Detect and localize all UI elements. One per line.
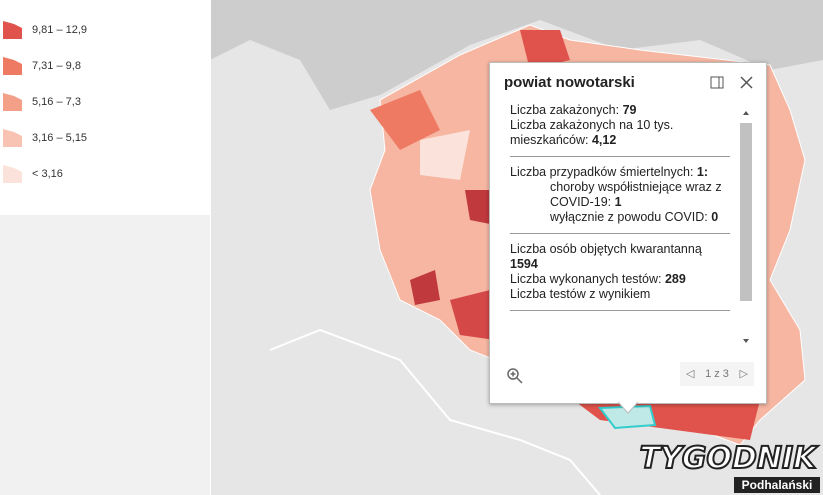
close-button[interactable]	[740, 76, 753, 89]
popup-section: Liczba zakażonych: 79 Liczba zakażonych n…	[510, 103, 730, 157]
info-value: 289	[664, 272, 686, 286]
region	[450, 290, 495, 340]
zoom-button[interactable]	[506, 367, 524, 385]
info-label: Liczba zakażonych na 10 tys. mieszkańców…	[510, 118, 674, 147]
scrollbar[interactable]	[738, 107, 754, 347]
popup-pointer	[618, 402, 638, 414]
region	[465, 190, 495, 225]
popup: powiat nowotarski Liczba zakażonych: 79 L…	[489, 62, 767, 414]
info-sub: wyłącznie z powodu COVID: 0	[510, 210, 730, 225]
info-row: Liczba zakażonych na 10 tys. mieszkańców…	[510, 118, 730, 148]
legend-swatch	[3, 129, 22, 147]
legend-label: 7,31 – 9,8	[32, 60, 81, 72]
info-row: Liczba osób objętych kwarantanną 1594	[510, 242, 730, 272]
info-value: 4,12	[591, 133, 617, 147]
info-row: wyłącznie z powodu COVID: 0	[550, 210, 730, 225]
popup-section: Liczba osób objętych kwarantanną 1594 Lic…	[510, 242, 730, 311]
info-label: Liczba osób objętych kwarantanną	[510, 242, 702, 256]
border	[209, 0, 601, 495]
popup-controls	[710, 76, 753, 89]
info-row: choroby współistniejące wraz z COVID-19:…	[550, 180, 730, 210]
legend: 9,81 – 12,9 7,31 – 9,8 5,16 – 7,3 3,16 – 5,…	[0, 0, 210, 215]
popup-title: powiat nowotarski	[504, 74, 635, 91]
legend-label: 3,16 – 5,15	[32, 132, 88, 144]
info-value: 1594	[510, 257, 538, 271]
legend-swatch	[3, 57, 22, 75]
legend-label: 5,16 – 7,3	[32, 96, 81, 108]
sea	[210, 0, 823, 110]
info-row: Liczba zakażonych: 79	[510, 103, 730, 118]
legend-label: < 3,16	[32, 168, 63, 180]
legend-label: 9,81 – 12,9	[32, 24, 88, 36]
region	[410, 270, 440, 305]
pager: ◁ 1 z 3 ▷	[680, 362, 754, 386]
info-sub: choroby współistniejące wraz z COVID-19:…	[510, 180, 730, 210]
next-button[interactable]: ▷	[739, 368, 748, 380]
region	[420, 130, 470, 180]
info-label: Liczba testów z wynikiem	[510, 287, 651, 301]
popup-section: Liczba przypadków śmiertelnych: 1: chorob…	[510, 165, 730, 234]
panel	[0, 215, 210, 495]
watermark: TYGODNIK Podhalański	[639, 444, 820, 493]
watermark-sub: Podhalański	[742, 478, 813, 492]
info-label: wyłącznie z powodu COVID:	[550, 210, 712, 224]
pager-text: 1 z 3	[705, 368, 729, 380]
info-label: Liczba wykonanych testów:	[510, 272, 665, 286]
info-value: 79	[622, 103, 637, 117]
info-label: Liczba zakażonych:	[510, 103, 623, 117]
info-label: choroby współistniejące wraz z COVID-19:	[550, 180, 722, 209]
region	[370, 90, 440, 150]
info-row: Liczba testów z wynikiem	[510, 287, 730, 302]
legend-swatch	[3, 21, 22, 39]
dock-button[interactable]	[710, 76, 724, 89]
prev-button[interactable]: ◁	[686, 368, 695, 380]
popup-content: Liczba zakażonych: 79 Liczba zakażonych n…	[510, 103, 730, 343]
info-row: Liczba przypadków śmiertelnych: 1:	[510, 165, 730, 180]
region	[520, 30, 570, 70]
info-value: 1	[614, 195, 622, 209]
watermark-brand: TYGODNIK	[640, 444, 819, 476]
legend-swatch	[3, 165, 22, 183]
info-row: Liczba wykonanych testów: 289	[510, 272, 730, 287]
legend-swatch	[3, 93, 22, 111]
info-value: 0	[711, 210, 719, 224]
info-label: Liczba przypadków śmiertelnych:	[510, 165, 697, 179]
info-value: 1:	[696, 165, 709, 179]
